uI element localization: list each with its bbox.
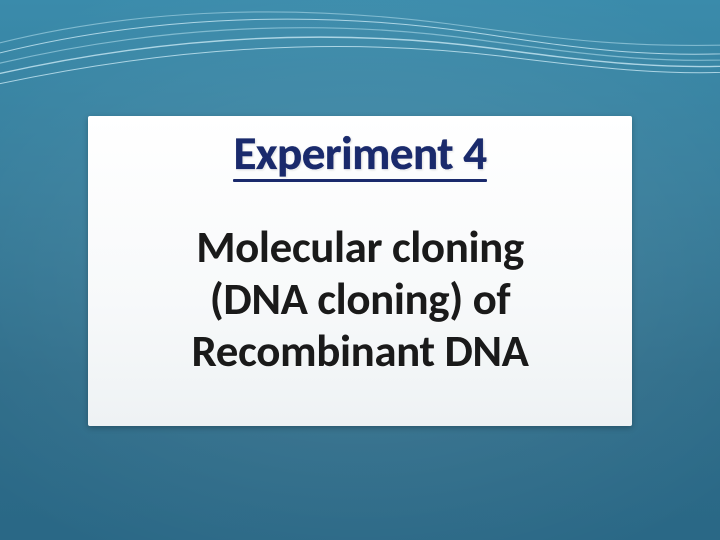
slide-subtitle: Molecular cloning (DNA cloning) of Recom…	[116, 222, 604, 379]
subtitle-line-2: (DNA cloning) of	[116, 274, 604, 326]
subtitle-line-1: Molecular cloning	[116, 222, 604, 274]
subtitle-line-3: Recombinant DNA	[116, 326, 604, 378]
slide-title: Experiment 4	[116, 128, 604, 181]
slide-title-text: Experiment 4	[233, 128, 486, 181]
title-gap	[116, 182, 604, 222]
content-panel: Experiment 4 Molecular cloning (DNA clon…	[88, 116, 632, 426]
